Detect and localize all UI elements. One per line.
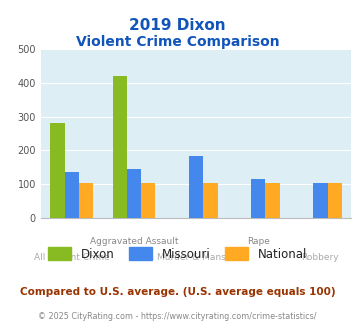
Bar — [127, 169, 141, 218]
Text: All Violent Crime: All Violent Crime — [34, 252, 110, 261]
Legend: Dixon, Missouri, National: Dixon, Missouri, National — [48, 248, 307, 261]
Bar — [65, 172, 79, 218]
Text: Violent Crime Comparison: Violent Crime Comparison — [76, 35, 279, 49]
Bar — [266, 183, 280, 218]
Text: Compared to U.S. average. (U.S. average equals 100): Compared to U.S. average. (U.S. average … — [20, 287, 335, 297]
Bar — [79, 183, 93, 218]
Bar — [141, 183, 155, 218]
Text: Aggravated Assault: Aggravated Assault — [90, 237, 178, 246]
Text: 2019 Dixon: 2019 Dixon — [129, 18, 226, 33]
Bar — [50, 123, 65, 218]
Text: Robbery: Robbery — [302, 252, 339, 261]
Bar — [251, 179, 266, 218]
Text: © 2025 CityRating.com - https://www.cityrating.com/crime-statistics/: © 2025 CityRating.com - https://www.city… — [38, 312, 317, 321]
Bar — [203, 183, 218, 218]
Text: Rape: Rape — [247, 237, 270, 246]
Bar — [113, 76, 127, 218]
Text: Murder & Mans...: Murder & Mans... — [158, 252, 235, 261]
Bar — [328, 183, 342, 218]
Bar — [189, 156, 203, 218]
Bar — [313, 183, 328, 218]
